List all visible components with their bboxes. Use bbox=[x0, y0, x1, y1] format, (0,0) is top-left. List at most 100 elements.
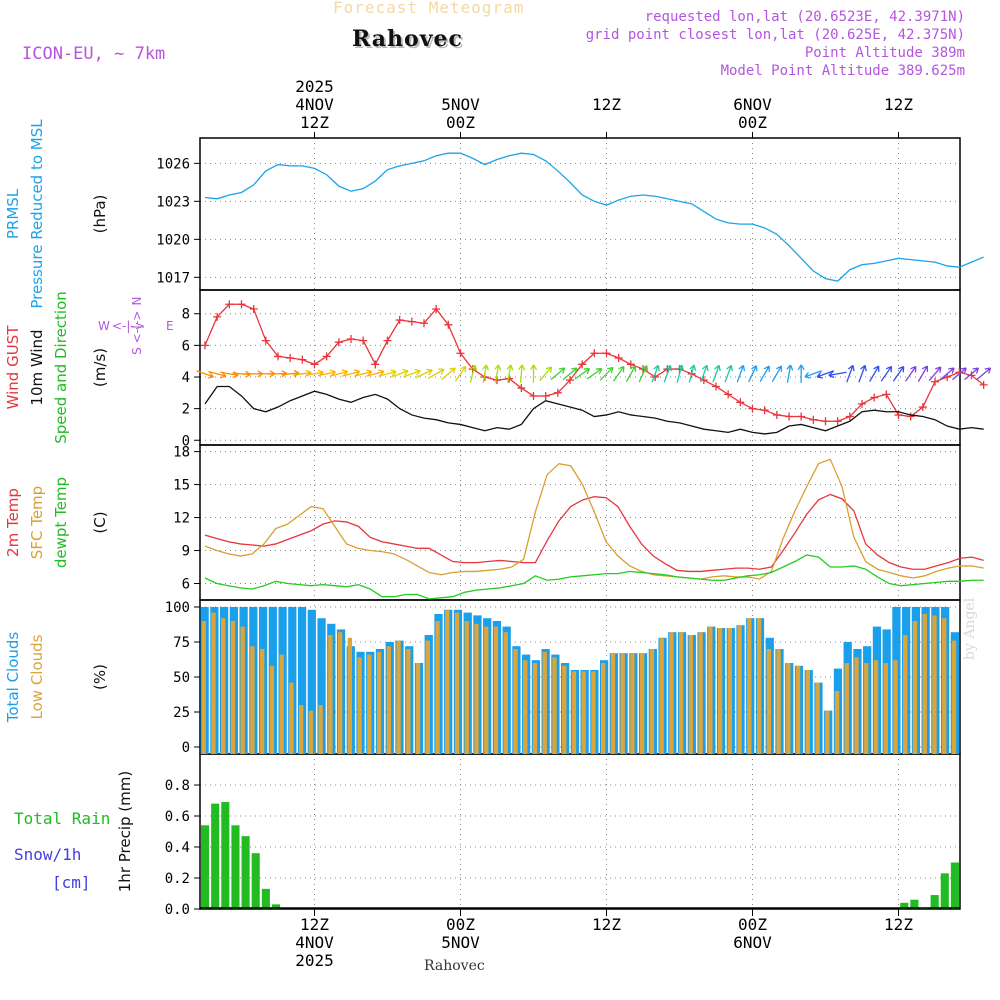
wind-arrow-shape bbox=[771, 365, 783, 382]
ytick-label: 0.0 bbox=[165, 902, 190, 918]
wind-arrow bbox=[625, 365, 637, 382]
wind-arrow-shape bbox=[518, 364, 526, 383]
gust-marker bbox=[407, 317, 416, 326]
gust-marker bbox=[736, 398, 745, 407]
wind-arrow bbox=[892, 365, 905, 382]
low-cloud-bar bbox=[571, 671, 577, 754]
gust-line bbox=[204, 303, 985, 422]
gust-marker bbox=[724, 390, 733, 399]
panel-label: (m/s) bbox=[91, 348, 109, 387]
wind-arrow-shape bbox=[454, 365, 467, 382]
wind-arrow-shape bbox=[952, 367, 967, 381]
wind-arrow-shape bbox=[494, 364, 502, 383]
wind-arrow-shape bbox=[625, 365, 637, 382]
wind-arrow-shape bbox=[676, 364, 685, 383]
low-cloud-bar bbox=[250, 646, 255, 754]
wind-arrow-shape bbox=[712, 364, 721, 383]
rain-label: Total Rain bbox=[14, 809, 110, 828]
low-cloud-bar bbox=[620, 653, 625, 754]
ytick-label: 18 bbox=[173, 445, 190, 461]
low-cloud-bar bbox=[678, 632, 684, 754]
gust-marker bbox=[578, 360, 587, 369]
time-label-bottom: 12Z bbox=[884, 915, 913, 934]
wind-arrow-shape bbox=[529, 364, 538, 383]
gust-marker bbox=[420, 319, 428, 328]
footer-location: Rahovec bbox=[424, 958, 485, 974]
gust-marker bbox=[772, 410, 781, 419]
wind-arrow-shape bbox=[786, 364, 794, 383]
wind-arrow-shape bbox=[858, 364, 867, 383]
rain-bar bbox=[930, 895, 939, 909]
ytick-label: 1020 bbox=[156, 232, 190, 248]
rain-bar bbox=[241, 836, 250, 909]
wind-arrow bbox=[529, 364, 538, 383]
wind-arrow bbox=[539, 366, 553, 382]
gust-marker bbox=[590, 349, 599, 358]
wind-arrow bbox=[712, 364, 721, 383]
wind-arrow bbox=[403, 369, 421, 378]
low-cloud-bar bbox=[367, 654, 372, 754]
compass-w: W bbox=[98, 319, 110, 333]
low-cloud-bar bbox=[951, 640, 957, 754]
wind-arrow-shape bbox=[482, 364, 490, 383]
temp-sfc-line bbox=[204, 458, 984, 580]
wind-arrow-shape bbox=[759, 365, 770, 382]
dewpoint-line bbox=[204, 554, 984, 600]
low-cloud-bar bbox=[347, 637, 353, 754]
wind-arrow bbox=[518, 364, 526, 383]
low-cloud-bar bbox=[337, 632, 343, 754]
panel-label: (%) bbox=[91, 664, 109, 690]
wind-arrow-shape bbox=[804, 370, 823, 379]
low-cloud-bar bbox=[454, 612, 460, 754]
wind-arrow bbox=[964, 367, 980, 381]
ytick-label: 75 bbox=[173, 635, 190, 651]
rain-bar bbox=[211, 803, 220, 909]
time-label-bottom: 6NOV bbox=[733, 933, 772, 952]
time-label-top: 4NOV bbox=[295, 95, 334, 114]
compass-n: N bbox=[130, 297, 144, 306]
gust-marker bbox=[444, 320, 453, 329]
wind-arrow-shape bbox=[736, 364, 746, 383]
total-cloud-bar bbox=[288, 607, 297, 754]
time-label-bottom: 2025 bbox=[295, 951, 334, 970]
ytick-label: 15 bbox=[173, 478, 190, 494]
low-cloud-bar bbox=[737, 625, 742, 754]
low-cloud-bar bbox=[776, 649, 781, 754]
ytick-label: 12 bbox=[173, 511, 190, 527]
ytick-label: 0 bbox=[182, 433, 190, 449]
ytick-label: 0.6 bbox=[165, 809, 190, 825]
gust-marker bbox=[614, 354, 623, 363]
wind-arrow bbox=[797, 364, 805, 383]
wind-arrow-shape bbox=[415, 368, 433, 379]
gust-marker bbox=[748, 404, 757, 413]
low-cloud-bar bbox=[562, 665, 567, 754]
wind-arrow-shape bbox=[586, 368, 603, 380]
low-cloud-bar bbox=[903, 635, 908, 754]
wind-arrow-shape bbox=[562, 367, 578, 381]
wind-arrow bbox=[506, 364, 514, 383]
wind-arrow-shape bbox=[816, 370, 835, 379]
low-cloud-bar bbox=[298, 705, 304, 754]
low-cloud-bar bbox=[474, 623, 479, 754]
panel-label: (hPa) bbox=[91, 195, 109, 234]
gust-marker bbox=[432, 304, 441, 313]
gust-marker bbox=[371, 360, 380, 369]
low-cloud-bar bbox=[786, 663, 791, 754]
ytick-label: 25 bbox=[173, 705, 190, 721]
low-cloud-bar bbox=[289, 682, 294, 754]
low-cloud-bar bbox=[269, 665, 275, 754]
wind-arrow bbox=[786, 364, 794, 383]
gust-marker bbox=[785, 412, 793, 421]
wind-arrow bbox=[663, 364, 673, 383]
model-name: ICON-EU, ~ 7km bbox=[22, 44, 166, 64]
wind-arrow bbox=[952, 367, 967, 381]
low-cloud-bar bbox=[357, 657, 362, 754]
low-cloud-bar bbox=[893, 660, 898, 754]
wind-arrow bbox=[638, 365, 649, 383]
gust-marker bbox=[833, 417, 842, 426]
low-cloud-bar bbox=[445, 609, 450, 754]
gust-marker bbox=[298, 355, 307, 364]
time-label-top: 5NOV bbox=[441, 95, 480, 114]
wind-arrow-shape bbox=[748, 365, 758, 383]
low-cloud-bar bbox=[308, 710, 314, 754]
